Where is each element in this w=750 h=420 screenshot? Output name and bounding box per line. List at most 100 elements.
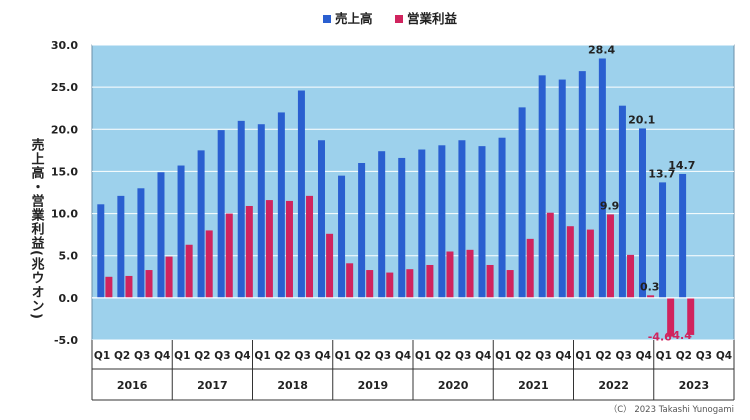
x-tick-label: Q1 (335, 350, 351, 362)
x-tick-label: Q2 (595, 350, 611, 362)
sales-bar (679, 173, 687, 298)
sales-bar (117, 195, 125, 298)
sales-bar (538, 75, 546, 298)
sales-bar (378, 151, 386, 298)
profit-bar (386, 272, 394, 298)
x-tick-label: Q2 (676, 350, 692, 362)
x-tick-label: Q3 (535, 350, 551, 362)
sales-bar (638, 128, 646, 298)
y-tick-label: -5.0 (54, 334, 78, 347)
year-label: 2018 (277, 379, 308, 392)
profit-bar (125, 275, 133, 298)
profit-bar (586, 229, 594, 298)
sales-bar (197, 150, 205, 298)
legend-swatch (395, 15, 403, 23)
profit-bar (366, 270, 374, 298)
x-tick-label: Q3 (375, 350, 391, 362)
sales-bar (478, 146, 486, 298)
sales-bar (618, 105, 626, 298)
sales-bar (297, 90, 305, 298)
data-label: 14.7 (668, 159, 695, 172)
x-tick-label: Q4 (234, 350, 250, 362)
profit-bar (566, 226, 574, 298)
x-tick-label: Q4 (315, 350, 331, 362)
sales-bar (438, 145, 446, 298)
x-tick-label: Q3 (696, 350, 712, 362)
sales-bar (137, 188, 145, 298)
profit-bar (667, 297, 675, 337)
profit-bar (506, 270, 514, 298)
x-tick-label: Q1 (254, 350, 270, 362)
profit-bar (606, 214, 614, 298)
x-tick-label: Q4 (475, 350, 491, 362)
profit-bar (466, 249, 474, 298)
sales-bar (659, 182, 667, 298)
x-tick-label: Q3 (295, 350, 311, 362)
x-tick-label: Q1 (415, 350, 431, 362)
data-label: 0.3 (640, 280, 660, 293)
year-label: 2017 (197, 379, 228, 392)
sales-bar (157, 172, 165, 298)
sales-bar (398, 157, 406, 298)
profit-bar (205, 230, 213, 298)
year-label: 2016 (117, 379, 148, 392)
sales-bar (338, 175, 346, 298)
profit-bar (627, 254, 635, 298)
sales-bar (97, 204, 105, 298)
data-label: -4.4 (668, 329, 692, 342)
profit-bar (346, 263, 354, 298)
year-label: 2023 (679, 379, 710, 392)
sales-bar (177, 165, 185, 298)
x-tick-label: Q4 (154, 350, 170, 362)
profit-bar (265, 200, 273, 298)
sales-bar (498, 137, 506, 298)
legend-label: 売上高 (335, 11, 373, 26)
y-tick-label: 15.0 (51, 165, 78, 178)
profit-bar (446, 251, 454, 298)
x-tick-label: Q3 (214, 350, 230, 362)
year-label: 2020 (438, 379, 469, 392)
profit-bar (185, 244, 193, 298)
x-tick-label: Q4 (555, 350, 571, 362)
x-tick-label: Q4 (636, 350, 652, 362)
data-label: 13.7 (648, 167, 675, 180)
y-tick-label: 10.0 (51, 208, 78, 221)
x-tick-label: Q2 (274, 350, 290, 362)
profit-bar (546, 212, 554, 298)
data-label: 20.1 (628, 113, 655, 126)
profit-bar (145, 270, 153, 298)
x-tick-label: Q1 (174, 350, 190, 362)
x-tick-label: Q1 (656, 350, 672, 362)
sales-bar (598, 58, 606, 298)
y-axis-title: 売上高・営業利益(兆ウオン) (29, 137, 46, 319)
sales-bar (418, 149, 426, 298)
y-tick-label: 25.0 (51, 81, 78, 94)
x-tick-label: Q4 (395, 350, 411, 362)
copyright-text: （C） 2023 Takashi Yunogami (609, 404, 734, 415)
x-tick-label: Q2 (515, 350, 531, 362)
profit-bar (486, 264, 494, 298)
sales-bar (458, 140, 466, 298)
year-label: 2019 (358, 379, 389, 392)
year-label: 2022 (598, 379, 629, 392)
profit-bar (426, 264, 434, 298)
y-tick-label: 5.0 (59, 250, 79, 263)
x-tick-label: Q1 (94, 350, 110, 362)
profit-bar (225, 213, 233, 298)
profit-bar (687, 297, 695, 335)
profit-bar (406, 269, 414, 298)
year-label: 2021 (518, 379, 549, 392)
profit-bar (526, 238, 534, 298)
profit-bar (647, 295, 655, 298)
legend-label: 営業利益 (407, 11, 458, 26)
sales-bar (558, 79, 566, 298)
sales-bar (578, 71, 586, 298)
x-tick-label: Q2 (114, 350, 130, 362)
sales-bar (358, 163, 366, 298)
sales-bar (217, 130, 225, 298)
x-tick-label: Q2 (194, 350, 210, 362)
sales-bar (237, 120, 245, 298)
x-tick-label: Q1 (495, 350, 511, 362)
